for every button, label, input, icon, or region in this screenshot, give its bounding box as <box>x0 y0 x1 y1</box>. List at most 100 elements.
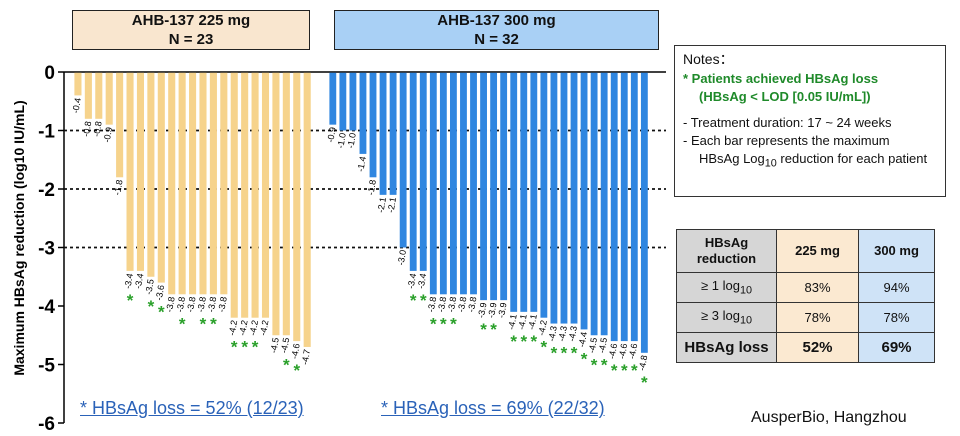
bar-value-label: -4.3 <box>566 325 579 342</box>
table-row: HBsAg loss 52% 69% <box>676 332 935 363</box>
bar <box>460 72 467 295</box>
bar <box>359 72 367 154</box>
bar <box>116 72 124 178</box>
loss-star: * <box>210 314 217 333</box>
bar <box>95 72 103 119</box>
bar-value-label: -4.1 <box>516 313 529 330</box>
bar <box>105 72 113 125</box>
bar <box>590 72 598 336</box>
y-tick-label: -6 <box>38 414 55 435</box>
bar <box>630 72 638 342</box>
bar <box>620 72 628 342</box>
group-header-225mg: AHB-137 225 mg N = 23 <box>72 10 310 50</box>
bar <box>640 72 648 353</box>
loss-star: * <box>490 320 497 339</box>
bar <box>379 72 387 195</box>
y-tick-label: -3 <box>38 239 55 260</box>
group-n-225mg: N = 23 <box>168 31 214 48</box>
loss-star: * <box>430 314 437 333</box>
bar-value-label: -4.4 <box>576 331 589 348</box>
loss-star: * <box>179 314 186 333</box>
bar-value-label: -4.6 <box>289 343 302 360</box>
bar-value-label: -4.5 <box>268 337 281 354</box>
bar-value-label: -4.2 <box>237 319 250 336</box>
bar-value-label: -3.8 <box>446 296 459 313</box>
y-tick-label: -5 <box>38 356 55 377</box>
notes-duration: - Treatment duration: 17 ~ 24 weeks <box>683 115 892 130</box>
loss-star: * <box>611 361 618 380</box>
group-header-300mg: AHB-137 300 mg N = 32 <box>334 10 659 50</box>
bar-value-label: -4.6 <box>617 343 630 360</box>
bar <box>439 72 447 295</box>
bar <box>230 72 238 318</box>
bar <box>540 72 548 318</box>
bar-value-label: -4.1 <box>506 313 519 330</box>
summary-table: HBsAg reduction 225 mg 300 mg ≥ 1 log10 … <box>676 229 935 363</box>
table-row: ≥ 3 log10 78% 78% <box>676 302 935 333</box>
bar-value-label: -2.1 <box>386 196 399 213</box>
waterfall-chart: 0 -1 -2 -3 -4 -5 -6 Maximum HBsAg reduction (lo… <box>11 63 666 435</box>
bar <box>339 72 347 131</box>
notes-bar-line2: HBsAg Log10 reduction for each patient <box>683 150 937 173</box>
bar <box>272 72 280 336</box>
bar-value-label: -3.4 <box>133 273 146 290</box>
bar-value-label: -3.8 <box>164 296 177 313</box>
y-tick-label: -1 <box>38 122 55 143</box>
bar-value-label: -3.8 <box>456 296 469 313</box>
loss-star: * <box>591 355 598 374</box>
bar-value-label: -3.9 <box>486 302 499 319</box>
group-title-300mg: AHB-137 300 mg <box>437 12 556 29</box>
loss-star: * <box>551 344 558 363</box>
loss-star: * <box>520 332 527 351</box>
notes-bar-line2a: HBsAg Log <box>699 151 765 166</box>
footer-credit: AusperBio, Hangzhou <box>751 409 907 426</box>
bar <box>389 72 397 195</box>
loss-star: * <box>283 355 290 374</box>
table-row-label: HBsAg loss <box>676 332 777 363</box>
loss-star: * <box>561 344 568 363</box>
bar-value-label: -3.8 <box>216 296 229 313</box>
bar <box>520 72 528 312</box>
bar <box>530 72 538 312</box>
bar-value-label: -3.5 <box>143 278 156 295</box>
bar-value-label: -3.9 <box>496 302 509 319</box>
bar <box>251 72 259 318</box>
bar-value-label: -4.3 <box>546 325 559 342</box>
bar <box>261 72 270 318</box>
bar <box>490 72 498 301</box>
bar-value-label: -4.2 <box>258 319 271 336</box>
bar-value-label: -4.5 <box>279 337 292 354</box>
loss-note-225mg: * HBsAg loss = 52% (12/23) <box>80 398 304 418</box>
bar-value-label: -1.0 <box>345 132 358 149</box>
table-header-reduction: HBsAg reduction <box>676 229 777 273</box>
bar-value-label: -3.6 <box>154 284 167 301</box>
bar-value-label: -1.8 <box>365 179 378 196</box>
bar <box>600 72 608 336</box>
bar-value-label: -2.1 <box>375 196 388 213</box>
bar-value-label: -1.4 <box>355 156 368 173</box>
bar-value-label: -1.0 <box>335 132 348 149</box>
bar-value-label: -0.9 <box>325 126 338 143</box>
table-cell-300mg: 69% <box>858 332 935 363</box>
table-cell-225mg: 83% <box>776 272 859 303</box>
bar-value-label: -4.1 <box>526 313 539 330</box>
loss-star: * <box>621 361 628 380</box>
table-header-300mg: 300 mg <box>858 229 935 273</box>
bar-value-label: -4.5 <box>587 337 600 354</box>
bar <box>429 72 437 295</box>
loss-star: * <box>450 314 457 333</box>
bar <box>147 72 155 277</box>
bar <box>241 72 249 318</box>
bar-value-label: -0.9 <box>102 126 115 143</box>
notes-bar-line2b: reduction for each patient <box>776 151 928 166</box>
y-axis-title: Maximum HBsAg reduction (log10 IU/mL) <box>11 100 27 375</box>
bar-value-label: -3.4 <box>406 273 419 290</box>
bar <box>369 72 377 178</box>
bar <box>282 72 290 336</box>
bar <box>349 72 357 131</box>
notes-loss-line2: (HBsAg < LOD [0.05 IU/mL]) <box>699 89 871 104</box>
bar-value-label: -1.8 <box>112 179 125 196</box>
y-tick-label: -4 <box>38 297 55 318</box>
bar <box>189 72 197 295</box>
loss-star: * <box>252 338 259 357</box>
